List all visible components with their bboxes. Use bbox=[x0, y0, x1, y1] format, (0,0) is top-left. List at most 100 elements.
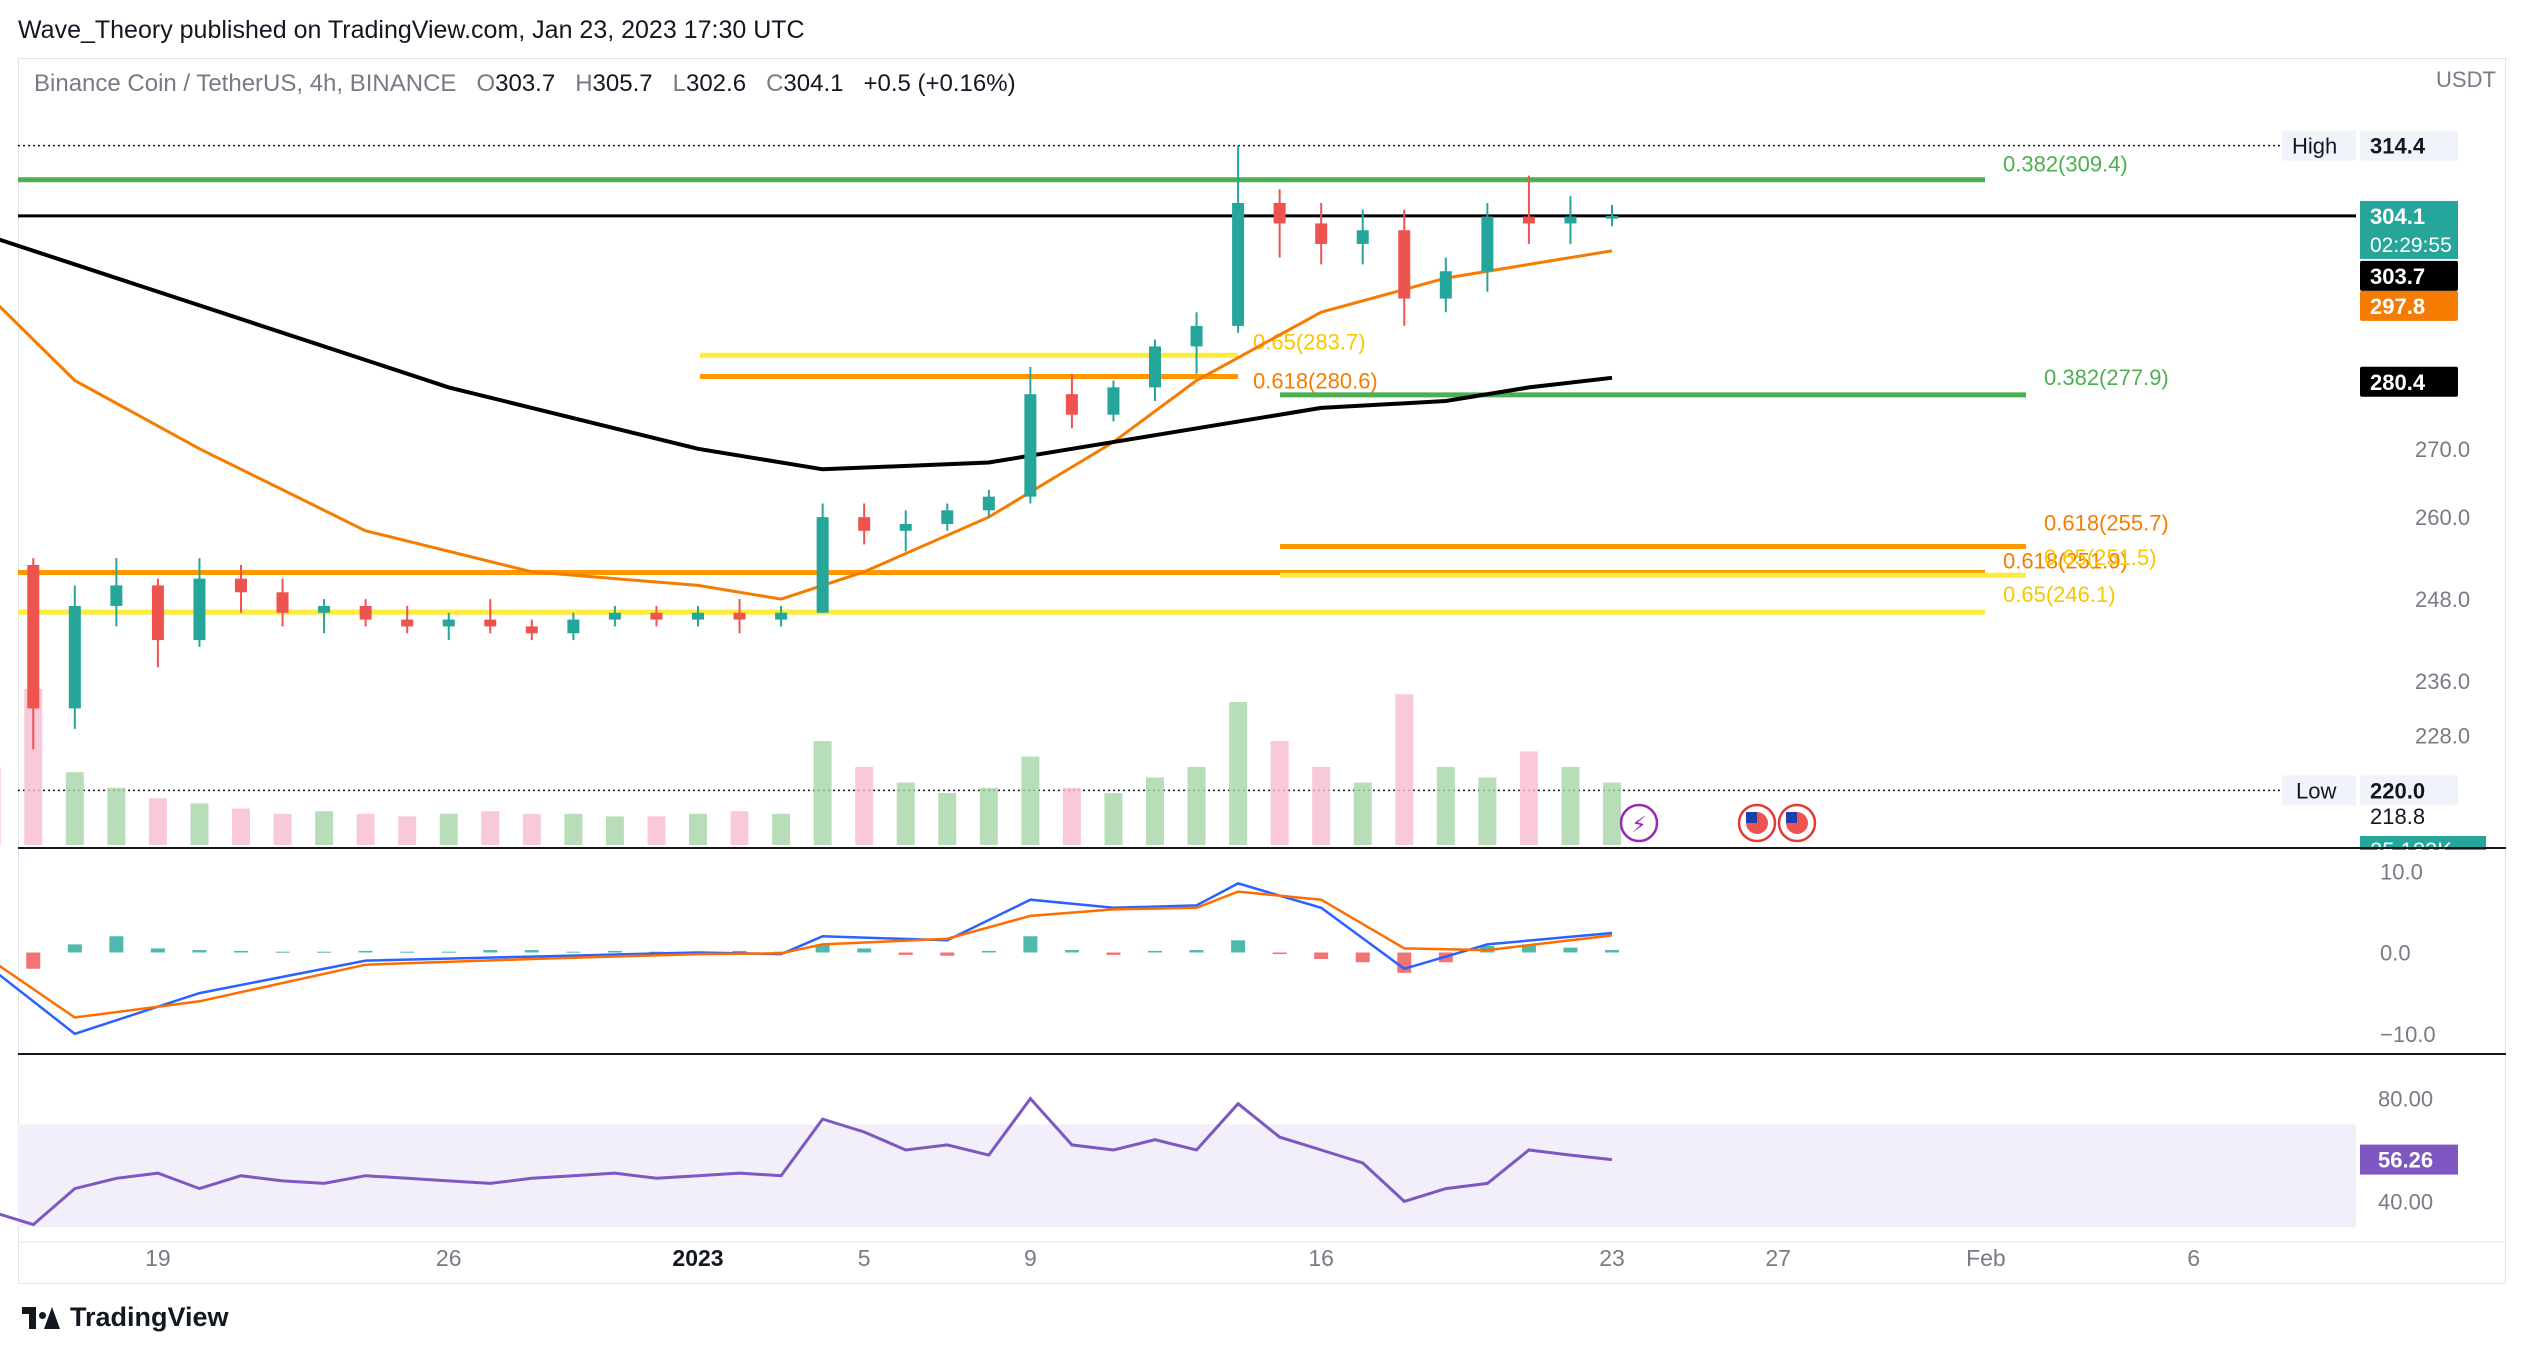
macd-histogram-bar bbox=[1272, 952, 1287, 955]
macd-histogram-bar bbox=[358, 950, 373, 953]
volume-bar bbox=[315, 811, 334, 845]
volume-bar bbox=[522, 813, 541, 845]
signal-line bbox=[0, 890, 1613, 1019]
publisher-line: Wave_Theory published on TradingView.com… bbox=[18, 16, 805, 44]
candle-body bbox=[484, 619, 497, 627]
volume-bar bbox=[1395, 694, 1414, 845]
macd-histogram-bar bbox=[192, 950, 207, 953]
candle-body bbox=[650, 612, 663, 620]
macd-tick-label: −10.0 bbox=[2380, 1022, 2436, 1047]
macd-histogram-bar bbox=[815, 944, 830, 953]
macd-histogram-bar bbox=[857, 948, 872, 953]
candle-body bbox=[193, 578, 206, 641]
macd-histogram-bar bbox=[1023, 936, 1038, 953]
candle-body bbox=[151, 585, 164, 641]
macd-histogram-bar bbox=[1106, 952, 1121, 955]
candle-body bbox=[692, 612, 704, 620]
macd-histogram-bar bbox=[566, 951, 581, 953]
fib-level-label: 0.382(277.9) bbox=[2044, 365, 2169, 390]
tradingview-logo[interactable]: TradingView bbox=[22, 1302, 229, 1333]
macd-histogram-bar bbox=[1231, 940, 1246, 953]
volume-bar bbox=[1146, 777, 1164, 845]
macd-histogram-bar bbox=[940, 952, 955, 956]
close-label: C bbox=[766, 70, 784, 97]
candle-body bbox=[1564, 216, 1577, 224]
symbol-name[interactable]: Binance Coin / TetherUS, 4h, BINANCE bbox=[34, 70, 457, 97]
candle-body bbox=[982, 496, 995, 511]
fib-level-label: 0.65(251.5) bbox=[2044, 545, 2157, 570]
macd-histogram-bar bbox=[1521, 944, 1536, 953]
partial-price-label: 218.8 bbox=[2370, 804, 2425, 829]
macd-histogram-bar bbox=[732, 950, 747, 953]
candle-body bbox=[1024, 394, 1037, 497]
macd-tick-label: 10.0 bbox=[2380, 859, 2423, 884]
rsi-last-bg bbox=[2360, 1144, 2458, 1175]
high-marker-value-bg bbox=[2360, 130, 2458, 161]
price-tick-label: 248.0 bbox=[2415, 587, 2470, 612]
candle-body bbox=[235, 578, 247, 593]
candle-body bbox=[775, 612, 788, 620]
rsi-line bbox=[0, 1096, 1613, 1227]
candle-body bbox=[1398, 230, 1411, 299]
macd-histogram-bar bbox=[524, 950, 539, 953]
macd-histogram-bar bbox=[275, 951, 290, 953]
volume-bar bbox=[730, 811, 749, 845]
time-tick-label: 26 bbox=[436, 1245, 462, 1271]
macd-tick-label: 0.0 bbox=[2380, 941, 2411, 966]
macd-histogram-bar bbox=[483, 950, 498, 953]
macd-histogram-bar bbox=[649, 951, 664, 953]
high-label: H bbox=[575, 70, 593, 97]
rsi-tick-label: 40.00 bbox=[2378, 1189, 2433, 1214]
price-tick-label: 228.0 bbox=[2415, 724, 2470, 749]
candle-body bbox=[1065, 394, 1078, 415]
ema50-price-label: 297.8 bbox=[2370, 294, 2425, 319]
volume-tag-label: 25.183K bbox=[2370, 838, 2452, 863]
volume-bar bbox=[979, 787, 998, 845]
price-tick-label: 260.0 bbox=[2415, 505, 2470, 530]
macd-histogram-bar bbox=[234, 950, 248, 953]
macd-histogram-bar bbox=[150, 948, 165, 953]
candle-body bbox=[1107, 387, 1120, 415]
macd-histogram-bar bbox=[26, 952, 41, 969]
volume-bar bbox=[1229, 702, 1248, 845]
volume-bar bbox=[1353, 782, 1372, 845]
last-price-label: 304.1 bbox=[2370, 204, 2425, 229]
candle-body bbox=[318, 605, 331, 613]
high-marker-bg bbox=[2282, 130, 2356, 161]
time-tick-label: 5 bbox=[858, 1245, 871, 1271]
lightning-icon bbox=[1619, 803, 1659, 843]
low-marker-label: Low bbox=[2296, 778, 2336, 803]
open-label: O bbox=[476, 70, 496, 97]
macd-histogram-bar bbox=[1064, 950, 1079, 953]
volume-bar bbox=[107, 787, 126, 845]
price-tick-label: 270.0 bbox=[2415, 437, 2470, 462]
volume-tag-bg bbox=[2360, 836, 2486, 850]
last-price-bg bbox=[2360, 200, 2458, 259]
time-tick-label: Feb bbox=[1966, 1245, 2006, 1271]
volume-bar bbox=[1312, 767, 1331, 845]
macd-histogram-bar bbox=[898, 952, 913, 955]
time-tick-label: 6 bbox=[2187, 1245, 2200, 1271]
low-value: 302.6 bbox=[685, 70, 747, 97]
fib-level-label: 0.618(280.6) bbox=[1253, 368, 1378, 393]
symbol-legend[interactable]: Binance Coin / TetherUS, 4h, BINANCE O 30… bbox=[34, 70, 1016, 98]
volume-bar bbox=[772, 813, 791, 845]
candle-body bbox=[401, 619, 414, 627]
rsi-last-label: 56.26 bbox=[2378, 1148, 2433, 1173]
volume-bar bbox=[938, 793, 957, 845]
ema200-price-label: 280.4 bbox=[2370, 370, 2426, 395]
ema200-price-label-bg bbox=[2360, 366, 2458, 397]
macd-histogram-bar bbox=[1605, 950, 1619, 953]
macd-histogram-bar bbox=[607, 950, 622, 953]
candle-body bbox=[1273, 202, 1286, 224]
volume-bar bbox=[1187, 767, 1206, 845]
low-marker-value-bg bbox=[2360, 775, 2458, 806]
ema-200-line bbox=[0, 237, 1613, 472]
volume-bar bbox=[605, 816, 624, 845]
fib-level-label: 0.65(283.7) bbox=[1253, 329, 1366, 354]
candle-body bbox=[1439, 271, 1452, 299]
candle-body bbox=[899, 523, 912, 531]
candle-body bbox=[68, 605, 81, 709]
volume-bar bbox=[0, 767, 1, 845]
